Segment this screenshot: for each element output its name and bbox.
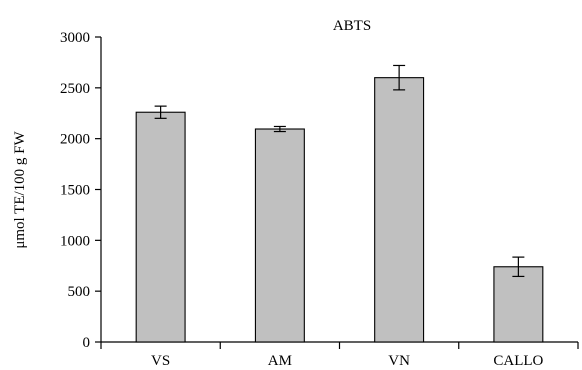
- x-tick-label: AM: [268, 353, 292, 369]
- y-tick-label: 500: [68, 284, 91, 300]
- y-tick-label: 1000: [60, 233, 90, 249]
- bar-vs: [135, 111, 186, 343]
- y-tick-label: 3000: [60, 30, 90, 46]
- x-axis: VS AM VN CALLO: [100, 341, 579, 369]
- y-axis-label: μmol TE/100 g FW: [12, 130, 28, 248]
- bar-vn: [374, 77, 425, 343]
- y-axis: 0 500 1000 1500 2000 2500 3000: [60, 30, 102, 351]
- bar-am: [254, 128, 305, 343]
- y-tick-label: 2500: [60, 81, 90, 97]
- error-bar-vs: [154, 105, 167, 119]
- x-tick-label: CALLO: [493, 353, 543, 369]
- bars: [135, 64, 544, 343]
- x-tick-label: VS: [151, 353, 170, 369]
- y-tick-label: 1500: [60, 183, 90, 199]
- y-tick-label: 0: [83, 335, 91, 351]
- x-tick-label: VN: [388, 353, 410, 369]
- y-tick-label: 2000: [60, 132, 90, 148]
- error-bar-am: [273, 125, 286, 133]
- error-bar-vn: [393, 64, 406, 91]
- chart-title: ABTS: [333, 18, 371, 34]
- error-bar-callo: [512, 256, 525, 278]
- bar-callo: [493, 266, 544, 343]
